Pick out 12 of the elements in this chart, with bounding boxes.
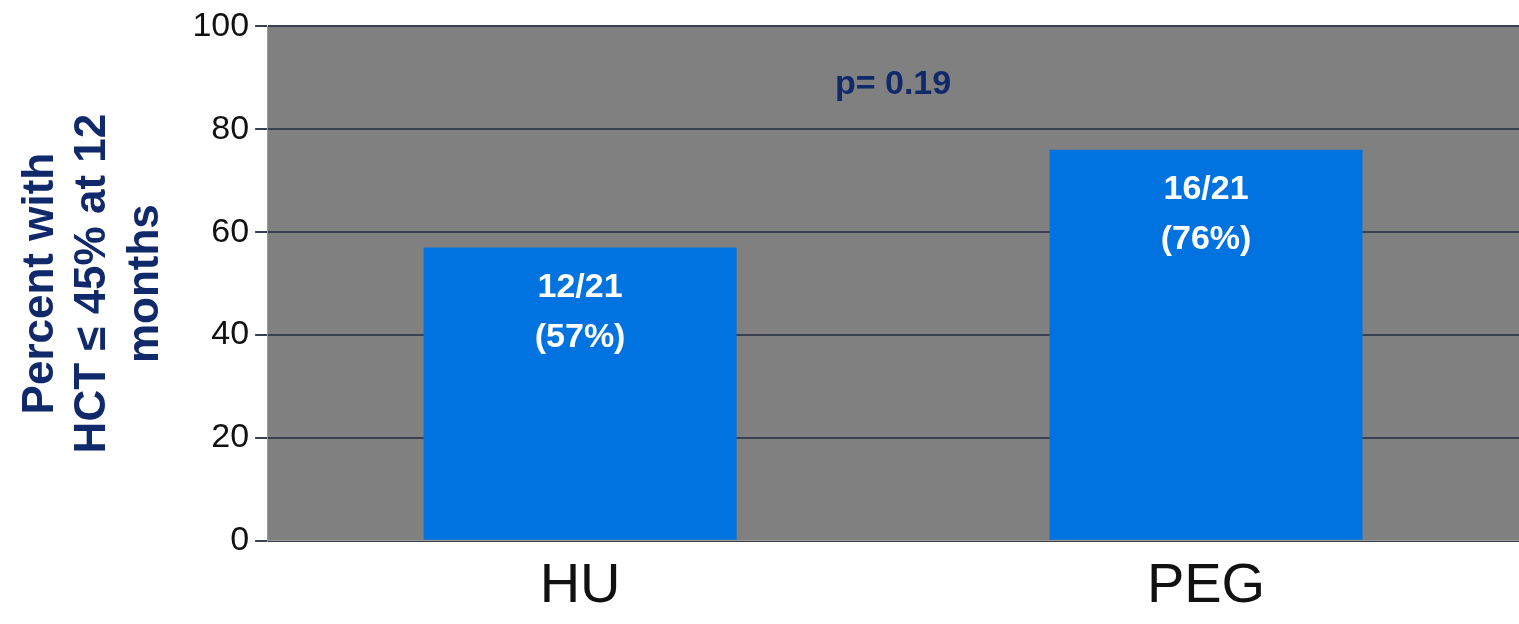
annotation: p= 0.19	[834, 62, 952, 101]
y-tick-label: 100	[192, 4, 250, 43]
x-tick-label: PEG	[1146, 550, 1266, 614]
y-tick-label: 20	[211, 416, 250, 455]
y-tick-label: 80	[211, 107, 250, 146]
x-tick-label: HU	[539, 550, 621, 614]
data-label: 12/21 (57%)	[534, 265, 626, 354]
y-tick-label: 60	[211, 210, 250, 249]
y-tick-label: 0	[230, 519, 250, 558]
data-label: 16/21 (76%)	[1160, 168, 1252, 257]
y-axis-title: Percent with HCT ≤ 45% at 12 months	[12, 113, 168, 454]
y-tick-label: 40	[211, 313, 250, 352]
